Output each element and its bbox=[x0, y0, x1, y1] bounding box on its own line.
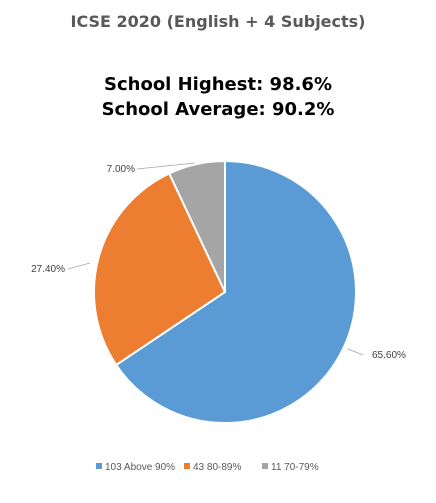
leader-line-1 bbox=[347, 348, 364, 356]
legend-label-2: 43 80-89% bbox=[193, 462, 241, 473]
pie-slices bbox=[93, 159, 357, 424]
school-highest-annotation: School Highest: 98.6% bbox=[104, 74, 332, 95]
data-label-2: 27.40% bbox=[31, 264, 65, 275]
pie-slice-3 bbox=[167, 159, 226, 293]
data-labels: 65.60% 27.40% 7.00% bbox=[31, 162, 406, 361]
chart-title: ICSE 2020 (English + 4 Subjects) bbox=[70, 12, 365, 31]
leader-line-2 bbox=[67, 262, 91, 270]
pie-slice-2 bbox=[93, 172, 227, 367]
leader-line-3 bbox=[136, 162, 196, 170]
legend-label-1: 103 Above 90% bbox=[105, 462, 175, 473]
legend-swatch-2 bbox=[184, 463, 190, 469]
legend-swatch-1 bbox=[96, 463, 102, 469]
legend: 103 Above 90% 43 80-89% 11 70-79% bbox=[96, 462, 319, 473]
legend-swatch-3 bbox=[262, 463, 268, 469]
data-label-3: 7.00% bbox=[107, 164, 135, 175]
pie-slice-1 bbox=[114, 159, 357, 424]
school-average-annotation: School Average: 90.2% bbox=[102, 99, 335, 120]
legend-label-3: 11 70-79% bbox=[271, 462, 319, 473]
data-label-1: 65.60% bbox=[372, 350, 406, 361]
